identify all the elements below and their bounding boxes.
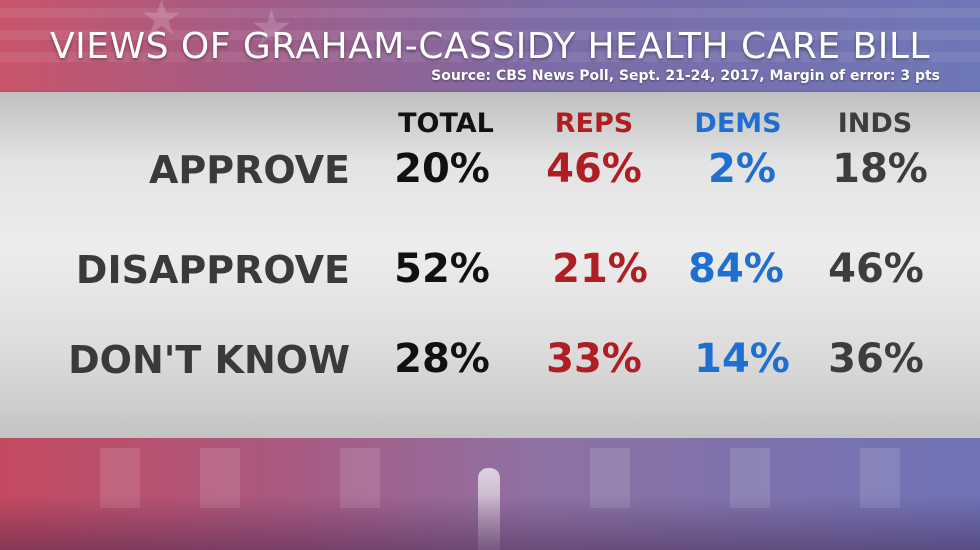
cell-disapprove-total: 52% [394,246,490,292]
building-window [730,448,770,508]
header-band: ★ ★ VIEWS OF GRAHAM-CASSIDY HEALTH CARE … [0,0,980,92]
column-header-reps: REPS [554,108,634,139]
cell-disapprove-inds: 46% [828,246,924,292]
cell-disapprove-reps: 21% [552,246,648,292]
building-window [590,448,630,508]
cell-approve-total: 20% [394,146,490,192]
cell-dont-know-dems: 14% [694,336,790,382]
cell-disapprove-dems: 84% [688,246,784,292]
column-header-dems: DEMS [694,108,782,139]
tree-line [0,495,980,550]
cell-dont-know-inds: 36% [828,336,924,382]
column-header-inds: INDS [837,108,913,139]
row-label-approve: APPROVE [148,148,350,192]
star-icon: ★ [140,0,184,46]
cell-approve-inds: 18% [832,146,928,192]
row-label-dont-know: DON'T KNOW [68,338,350,382]
fountain [478,468,500,550]
cell-dont-know-total: 28% [394,336,490,382]
row-label-disapprove: DISAPPROVE [75,248,350,292]
background-scene [0,438,980,550]
flag-stripe [0,52,980,62]
source-note: Source: CBS News Poll, Sept. 21-24, 2017… [431,68,940,84]
flag-stripe [0,8,980,18]
building-window [100,448,140,508]
building-window [860,448,900,508]
building-window [200,448,240,508]
cell-approve-dems: 2% [708,146,776,192]
flag-stripe [0,30,980,40]
star-icon: ★ [250,0,294,56]
cell-dont-know-reps: 33% [546,336,642,382]
building-window [340,448,380,508]
poll-table: TOTAL REPS DEMS INDS APPROVE 20% 46% 2% … [0,92,980,438]
cell-approve-reps: 46% [546,146,642,192]
chart-title: VIEWS OF GRAHAM-CASSIDY HEALTH CARE BILL [50,26,930,67]
column-header-total: TOTAL [398,108,494,139]
